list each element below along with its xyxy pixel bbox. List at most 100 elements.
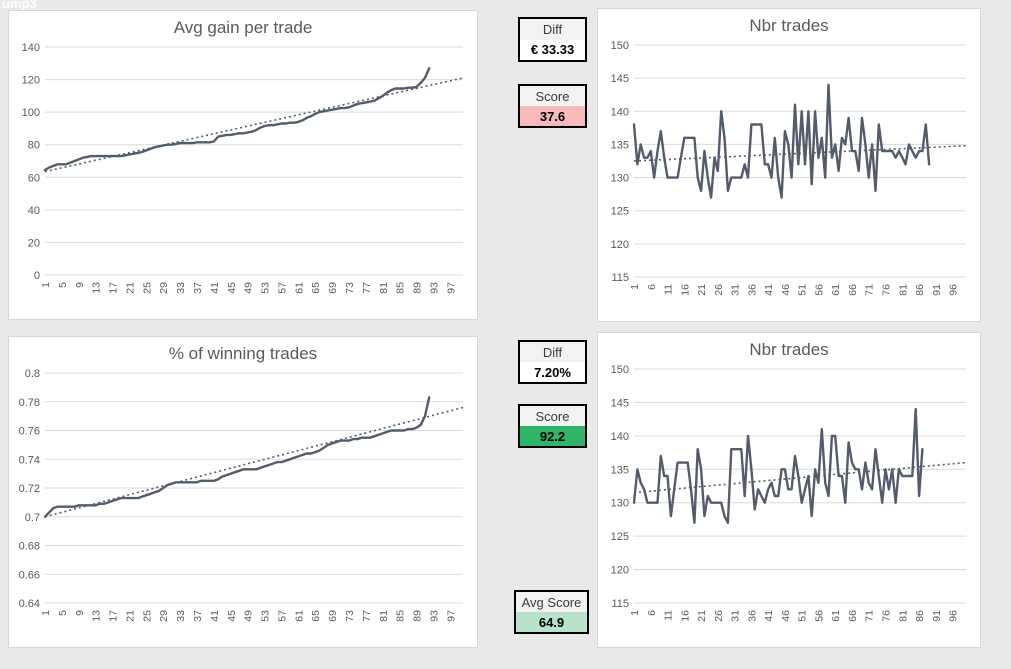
- x-axis-labels: 1 5 9 13 17 21 25 29 33 37 41 45 49 53 57 61 65 69 73 77 81 8…: [40, 610, 457, 622]
- svg-text:93: 93: [428, 282, 440, 294]
- diff-gain-box[interactable]: Diff € 33.33: [518, 17, 587, 62]
- chart-pct-winning-trades[interactable]: % of winning trades 0.8 0.78 0.76 0.74 0.72 0…: [8, 336, 478, 648]
- svg-text:1: 1: [40, 610, 52, 616]
- svg-text:91: 91: [931, 284, 943, 296]
- chart-title: Avg gain per trade: [173, 18, 313, 37]
- svg-text:41: 41: [209, 282, 221, 294]
- svg-text:140: 140: [611, 431, 629, 443]
- svg-text:49: 49: [243, 610, 255, 622]
- svg-text:45: 45: [226, 282, 238, 294]
- svg-text:41: 41: [763, 610, 775, 622]
- svg-text:11: 11: [663, 610, 675, 621]
- svg-text:77: 77: [361, 282, 373, 294]
- diff-gain-label: Diff: [520, 19, 585, 40]
- x-axis-labels: 1 5 9 13 17 21 25 29 33 37 41 45 49 53 57 61 65 69 73 77 81 8…: [40, 282, 457, 294]
- svg-text:9: 9: [74, 610, 86, 616]
- svg-text:46: 46: [780, 284, 792, 296]
- svg-text:0.72: 0.72: [19, 483, 40, 495]
- y-axis-labels: 140 120 100 80 60 40 20 0: [22, 42, 40, 282]
- svg-text:125: 125: [611, 206, 629, 218]
- svg-text:140: 140: [611, 106, 629, 118]
- svg-text:5: 5: [57, 610, 69, 616]
- series-line[interactable]: [43, 396, 431, 519]
- svg-text:69: 69: [327, 610, 339, 622]
- diff-win-value: 7.20%: [520, 362, 585, 382]
- avg-score-box[interactable]: Avg Score 64.9: [514, 590, 589, 634]
- svg-text:81: 81: [378, 610, 390, 622]
- corner-label: ump3: [2, 0, 37, 11]
- svg-text:26: 26: [713, 284, 725, 296]
- chart-nbr-trades-bottom[interactable]: Nbr trades 150 145 140 135 130 125 120 115 1 6 11 1…: [597, 332, 981, 648]
- svg-text:93: 93: [428, 610, 440, 622]
- svg-text:6: 6: [646, 610, 658, 616]
- svg-text:65: 65: [310, 282, 322, 294]
- svg-text:96: 96: [948, 284, 960, 296]
- svg-text:25: 25: [141, 282, 153, 294]
- svg-text:61: 61: [293, 610, 305, 622]
- svg-text:36: 36: [746, 610, 758, 622]
- svg-text:16: 16: [679, 610, 691, 622]
- svg-text:135: 135: [611, 139, 629, 151]
- series-line[interactable]: [632, 407, 924, 525]
- chart-title: Nbr trades: [749, 340, 829, 359]
- svg-text:6: 6: [646, 284, 658, 290]
- svg-text:96: 96: [948, 610, 960, 622]
- svg-text:60: 60: [28, 172, 40, 184]
- trend-line[interactable]: [44, 406, 464, 518]
- svg-text:0.78: 0.78: [19, 397, 40, 409]
- svg-text:53: 53: [260, 610, 272, 622]
- svg-text:71: 71: [864, 284, 876, 296]
- svg-text:73: 73: [344, 282, 356, 294]
- chart-avg-gain-per-trade[interactable]: Avg gain per trade 140 120 100 80 60 40 20 0 1 5 9…: [8, 10, 478, 320]
- svg-text:9: 9: [74, 282, 86, 288]
- svg-text:81: 81: [378, 282, 390, 294]
- svg-text:1: 1: [629, 610, 641, 616]
- svg-text:0.8: 0.8: [25, 368, 40, 380]
- svg-text:0.74: 0.74: [19, 454, 40, 466]
- diff-win-box[interactable]: Diff 7.20%: [518, 340, 587, 384]
- svg-text:40: 40: [28, 205, 40, 217]
- svg-text:51: 51: [797, 610, 809, 622]
- pct-winning-plot-area: 0.80.780.760.740.720.70.680.660.641 5 9 13 1…: [19, 368, 464, 622]
- chart-nbr-trades-top[interactable]: Nbr trades 150 145 140 135 130 125 120 115 1 6 11 1…: [597, 8, 981, 322]
- svg-text:0.76: 0.76: [19, 426, 40, 438]
- series-line[interactable]: [43, 67, 431, 172]
- trend-line[interactable]: [44, 77, 464, 173]
- svg-text:46: 46: [780, 610, 792, 622]
- trend-line[interactable]: [633, 461, 967, 494]
- svg-text:85: 85: [395, 610, 407, 622]
- y-axis-labels: 150 145 140 135 130 125 120 115: [611, 364, 629, 610]
- svg-text:56: 56: [813, 610, 825, 622]
- series-line[interactable]: [632, 83, 931, 199]
- svg-text:61: 61: [293, 282, 305, 294]
- svg-text:49: 49: [243, 282, 255, 294]
- svg-text:97: 97: [445, 610, 457, 622]
- score-gain-box[interactable]: Score 37.6: [518, 84, 587, 128]
- chart-title: Nbr trades: [749, 16, 829, 35]
- svg-text:31: 31: [730, 610, 742, 622]
- svg-text:31: 31: [730, 284, 742, 296]
- svg-text:97: 97: [445, 282, 457, 294]
- svg-text:21: 21: [696, 610, 708, 622]
- svg-text:120: 120: [611, 565, 629, 577]
- svg-text:1: 1: [40, 282, 52, 288]
- svg-text:81: 81: [897, 610, 909, 622]
- svg-text:120: 120: [611, 239, 629, 251]
- svg-text:145: 145: [611, 397, 629, 409]
- svg-text:41: 41: [209, 610, 221, 622]
- svg-text:150: 150: [611, 40, 629, 52]
- svg-text:125: 125: [611, 531, 629, 543]
- svg-text:76: 76: [881, 284, 893, 296]
- svg-text:130: 130: [611, 173, 629, 185]
- svg-text:56: 56: [813, 284, 825, 296]
- svg-text:29: 29: [158, 610, 170, 622]
- svg-text:33: 33: [175, 282, 187, 294]
- svg-text:16: 16: [679, 284, 691, 296]
- svg-text:45: 45: [226, 610, 238, 622]
- score-win-label: Score: [520, 406, 585, 426]
- svg-text:71: 71: [864, 610, 876, 622]
- score-win-box[interactable]: Score 92.2: [518, 404, 587, 448]
- svg-text:81: 81: [897, 284, 909, 296]
- svg-text:21: 21: [124, 610, 136, 622]
- svg-text:86: 86: [914, 284, 926, 296]
